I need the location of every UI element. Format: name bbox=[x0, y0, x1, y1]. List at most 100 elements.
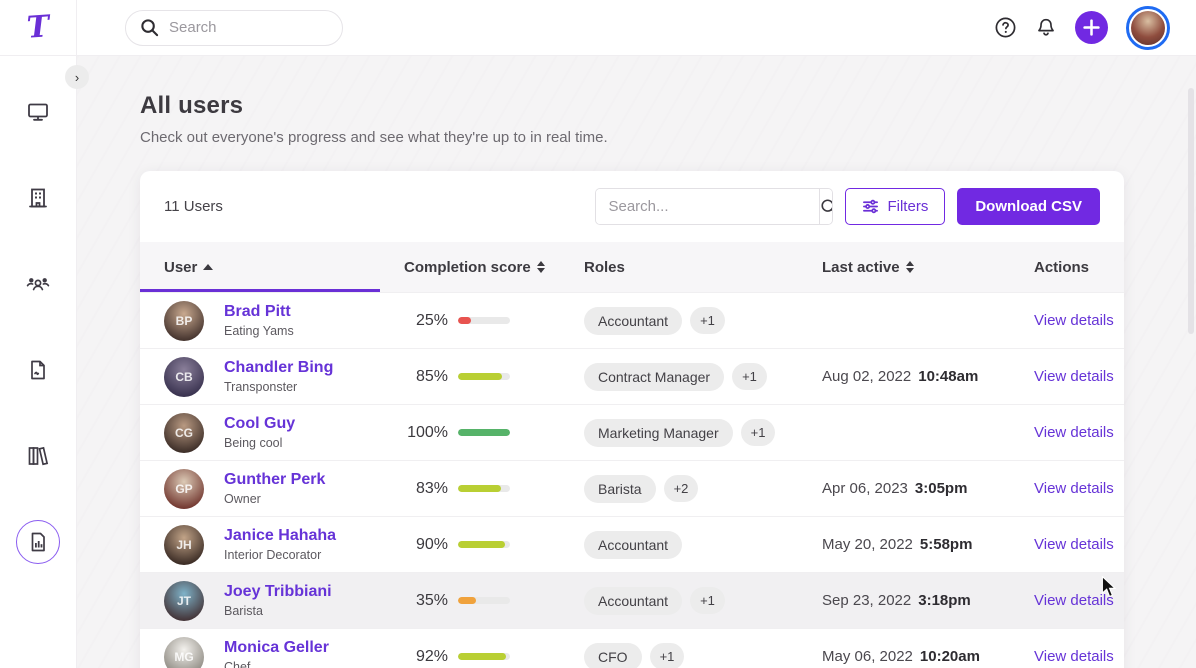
sidebar-expand-button[interactable]: › bbox=[65, 65, 89, 89]
progress-bar bbox=[458, 597, 510, 604]
table-row: CG Cool Guy Being cool 100% Marketing Ma… bbox=[140, 404, 1124, 460]
search-icon bbox=[140, 18, 159, 37]
user-avatar: BP bbox=[164, 301, 204, 341]
extra-roles-chip[interactable]: +1 bbox=[690, 587, 725, 614]
progress-bar-fill bbox=[458, 653, 506, 660]
progress-bar bbox=[458, 429, 510, 436]
help-button[interactable] bbox=[994, 16, 1017, 39]
notifications-bell-button[interactable] bbox=[1035, 16, 1057, 39]
page-scrollbar-thumb[interactable] bbox=[1188, 88, 1194, 334]
table-search[interactable] bbox=[595, 188, 833, 225]
completion-percentage: 83% bbox=[404, 480, 448, 498]
last-active-date: Aug 02, 2022 bbox=[822, 368, 911, 385]
search-icon bbox=[820, 198, 833, 216]
user-name-link[interactable]: Chandler Bing bbox=[224, 359, 333, 377]
brand-logo[interactable]: T bbox=[26, 12, 50, 43]
sidebar-item-documents[interactable] bbox=[16, 348, 60, 392]
avatar-initials: MG bbox=[174, 650, 193, 664]
user-avatar: CG bbox=[164, 413, 204, 453]
view-details-link[interactable]: View details bbox=[1034, 480, 1114, 497]
user-name-link[interactable]: Joey Tribbiani bbox=[224, 583, 332, 601]
completion-percentage: 35% bbox=[404, 592, 448, 610]
progress-bar bbox=[458, 317, 510, 324]
extra-roles-chip[interactable]: +1 bbox=[650, 643, 685, 668]
column-header-last-active[interactable]: Last active bbox=[798, 259, 1010, 276]
user-subtitle: Barista bbox=[224, 604, 332, 618]
global-search[interactable] bbox=[125, 10, 343, 46]
role-chip: Marketing Manager bbox=[584, 419, 733, 447]
user-subtitle: Owner bbox=[224, 492, 325, 506]
completion-percentage: 85% bbox=[404, 368, 448, 386]
top-bar: T bbox=[0, 0, 1196, 56]
sort-icon bbox=[906, 261, 914, 273]
user-name-link[interactable]: Janice Hahaha bbox=[224, 527, 336, 545]
global-search-input[interactable] bbox=[169, 19, 328, 36]
column-label: Actions bbox=[1034, 259, 1089, 276]
sort-icon bbox=[537, 261, 545, 273]
logo-container: T bbox=[0, 0, 77, 56]
view-details-link[interactable]: View details bbox=[1034, 592, 1114, 609]
last-active-time: 3:18pm bbox=[918, 592, 971, 609]
role-chip: Contract Manager bbox=[584, 363, 724, 391]
view-details-link[interactable]: View details bbox=[1034, 424, 1114, 441]
extra-roles-chip[interactable]: +1 bbox=[741, 419, 776, 446]
sidebar-item-dashboard[interactable] bbox=[16, 90, 60, 134]
role-chip: Accountant bbox=[584, 531, 682, 559]
table-row: BP Brad Pitt Eating Yams 25% Accountant+… bbox=[140, 292, 1124, 348]
user-name-link[interactable]: Cool Guy bbox=[224, 415, 295, 433]
extra-roles-chip[interactable]: +2 bbox=[664, 475, 699, 502]
sidebar-item-library[interactable] bbox=[16, 434, 60, 478]
table-row: CB Chandler Bing Transponster 85% Contra… bbox=[140, 348, 1124, 404]
users-count: 11 Users bbox=[164, 198, 223, 215]
document-icon bbox=[26, 358, 50, 382]
user-name-link[interactable]: Brad Pitt bbox=[224, 303, 294, 321]
avatar-initials: CG bbox=[175, 426, 193, 440]
user-name-link[interactable]: Monica Geller bbox=[224, 639, 329, 657]
view-details-link[interactable]: View details bbox=[1034, 536, 1114, 553]
progress-bar-fill bbox=[458, 373, 502, 380]
add-new-button[interactable] bbox=[1075, 11, 1108, 44]
sidebar-item-people[interactable] bbox=[16, 262, 60, 306]
page-subtitle: Check out everyone's progress and see wh… bbox=[140, 129, 1196, 146]
sidebar-item-reports[interactable] bbox=[16, 520, 60, 564]
completion-percentage: 92% bbox=[404, 648, 448, 666]
progress-bar-fill bbox=[458, 597, 476, 604]
user-avatar: MG bbox=[164, 637, 204, 668]
user-subtitle: Eating Yams bbox=[224, 324, 294, 338]
view-details-link[interactable]: View details bbox=[1034, 312, 1114, 329]
role-chip: Accountant bbox=[584, 587, 682, 615]
extra-roles-chip[interactable]: +1 bbox=[690, 307, 725, 334]
column-header-user[interactable]: User bbox=[140, 242, 380, 292]
view-details-link[interactable]: View details bbox=[1034, 648, 1114, 665]
main-content: All users Check out everyone's progress … bbox=[77, 56, 1196, 668]
table-row: GP Gunther Perk Owner 83% Barista+2 Apr … bbox=[140, 460, 1124, 516]
progress-bar bbox=[458, 541, 510, 548]
last-active-time: 5:58pm bbox=[920, 536, 973, 553]
sidebar-item-company[interactable] bbox=[16, 176, 60, 220]
filters-button[interactable]: Filters bbox=[845, 188, 945, 225]
view-details-link[interactable]: View details bbox=[1034, 368, 1114, 385]
user-subtitle: Chef bbox=[224, 660, 329, 668]
profile-avatar[interactable] bbox=[1126, 6, 1170, 50]
extra-roles-chip[interactable]: +1 bbox=[732, 363, 767, 390]
user-avatar: JH bbox=[164, 525, 204, 565]
column-label: Roles bbox=[584, 259, 625, 276]
avatar-initials: GP bbox=[175, 482, 192, 496]
team-icon bbox=[25, 271, 51, 297]
role-chip: Accountant bbox=[584, 307, 682, 335]
table-search-input[interactable] bbox=[596, 189, 819, 224]
monitor-icon bbox=[26, 100, 50, 124]
user-name-link[interactable]: Gunther Perk bbox=[224, 471, 325, 489]
last-active-time: 10:48am bbox=[918, 368, 978, 385]
avatar-initials: JH bbox=[176, 538, 191, 552]
column-header-completion-score[interactable]: Completion score bbox=[380, 259, 560, 276]
role-chip: Barista bbox=[584, 475, 656, 503]
completion-percentage: 90% bbox=[404, 536, 448, 554]
library-icon bbox=[25, 443, 51, 469]
download-csv-button[interactable]: Download CSV bbox=[957, 188, 1100, 225]
table-search-button[interactable] bbox=[819, 189, 833, 224]
avatar-initials: CB bbox=[175, 370, 192, 384]
avatar-initials: JT bbox=[177, 594, 191, 608]
roles-cell: Accountant bbox=[560, 531, 798, 559]
building-icon bbox=[26, 186, 50, 210]
